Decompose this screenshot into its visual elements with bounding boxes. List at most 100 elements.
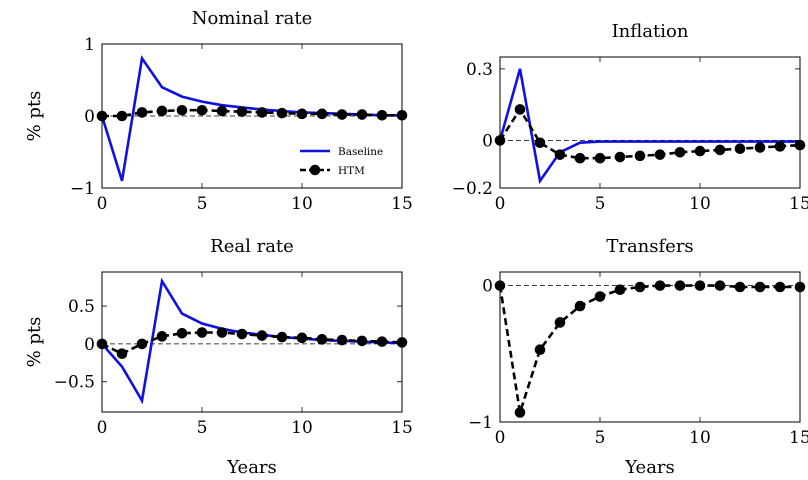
data-point-htm — [276, 331, 288, 343]
data-point-htm — [714, 280, 726, 291]
x-tick-label: 10 — [291, 194, 313, 214]
y-axis-label: % pts — [24, 317, 45, 368]
x-axis-label: Years — [226, 457, 277, 478]
data-point-htm — [356, 109, 368, 120]
data-point-htm — [634, 281, 646, 293]
data-point-htm — [316, 108, 328, 120]
data-point-htm — [356, 335, 368, 347]
data-point-htm — [734, 281, 746, 293]
data-point-htm — [594, 291, 606, 302]
x-tick-label: 0 — [97, 418, 108, 438]
legend-marker-htm — [309, 164, 321, 176]
y-tick-label: −0.2 — [452, 179, 493, 199]
axis-frame — [499, 56, 801, 189]
series-line-baseline — [498, 68, 800, 185]
data-point-htm — [256, 107, 268, 118]
data-point-htm — [116, 348, 128, 360]
x-tick-label: 10 — [689, 194, 711, 214]
x-tick-label: 15 — [789, 194, 808, 214]
legend-label-baseline: Baseline — [338, 146, 383, 158]
x-tick-label: 5 — [595, 428, 606, 448]
data-point-htm — [754, 142, 766, 153]
x-tick-label: 0 — [495, 428, 506, 448]
chart-title: Nominal rate — [192, 8, 312, 29]
axis-frame — [499, 271, 801, 423]
y-tick-label: 0 — [482, 131, 493, 151]
series-line-baseline — [100, 55, 402, 182]
data-point-htm — [774, 281, 786, 293]
data-point-htm — [376, 336, 388, 347]
legend: Baseline HTM — [300, 146, 383, 177]
chart-title: Transfers — [606, 236, 693, 257]
x-tick-label: 0 — [97, 194, 108, 214]
y-tick-label: 0 — [84, 107, 95, 127]
data-point-htm — [336, 109, 348, 120]
data-point-htm — [734, 143, 746, 154]
data-point-htm — [236, 328, 248, 340]
y-tick-label: 0.3 — [466, 60, 493, 80]
data-point-htm — [674, 146, 686, 158]
series-line-htm — [498, 106, 801, 160]
data-point-htm — [654, 280, 666, 291]
y-tick-label: −0.5 — [54, 373, 95, 393]
data-point-htm — [534, 344, 546, 356]
data-point-htm — [774, 141, 786, 152]
data-point-htm — [694, 145, 706, 157]
x-tick-label: 5 — [595, 194, 606, 214]
y-axis-label: % pts — [24, 91, 45, 142]
data-point-htm — [674, 280, 686, 291]
data-point-htm — [236, 106, 248, 117]
data-point-htm — [296, 332, 308, 344]
data-point-htm — [276, 107, 288, 119]
x-tick-label: 15 — [391, 418, 413, 438]
data-point-htm — [614, 151, 626, 163]
data-point-htm — [574, 300, 586, 312]
y-tick-label: −1 — [468, 413, 493, 433]
chart-title: Real rate — [210, 236, 294, 257]
series-line-htm — [498, 284, 800, 413]
data-point-htm — [176, 104, 188, 116]
chart-title: Inflation — [612, 21, 689, 42]
data-point-htm — [216, 105, 228, 117]
data-point-htm — [554, 317, 566, 328]
data-point-htm — [376, 109, 388, 121]
data-point-htm — [514, 104, 526, 115]
data-point-htm — [634, 150, 646, 162]
data-point-htm — [694, 280, 706, 291]
data-point-htm — [136, 107, 148, 118]
data-point-htm — [116, 110, 128, 122]
data-point-htm — [614, 284, 626, 296]
data-point-htm — [256, 330, 268, 341]
y-tick-label: −1 — [70, 179, 95, 199]
x-tick-label: 15 — [789, 428, 808, 448]
x-tick-label: 10 — [291, 418, 313, 438]
x-tick-label: 15 — [391, 194, 413, 214]
x-axis-label: Years — [624, 457, 675, 478]
data-point-htm — [156, 105, 168, 117]
x-tick-label: 10 — [689, 428, 711, 448]
series-line-htm — [102, 108, 402, 118]
data-point-htm — [136, 338, 148, 350]
data-point-htm — [316, 334, 328, 345]
data-point-htm — [554, 149, 566, 160]
x-tick-label: 5 — [197, 194, 208, 214]
y-tick-label: 0 — [482, 277, 493, 297]
data-point-htm — [654, 149, 666, 160]
legend-label-htm: HTM — [338, 165, 365, 177]
data-point-htm — [196, 327, 208, 338]
data-point-htm — [514, 407, 526, 418]
data-point-htm — [296, 108, 308, 120]
data-point-htm — [714, 144, 726, 156]
data-point-htm — [754, 281, 766, 293]
data-point-htm — [336, 334, 348, 346]
data-point-htm — [196, 104, 208, 116]
series-line-htm — [101, 331, 403, 356]
panel-real-rate: Real rate 0 5 10 15 −0.5 0 0.5 % pts Years — [24, 236, 413, 478]
data-point-htm — [534, 137, 546, 149]
y-tick-label: 1 — [84, 35, 95, 55]
data-point-htm — [156, 331, 168, 342]
